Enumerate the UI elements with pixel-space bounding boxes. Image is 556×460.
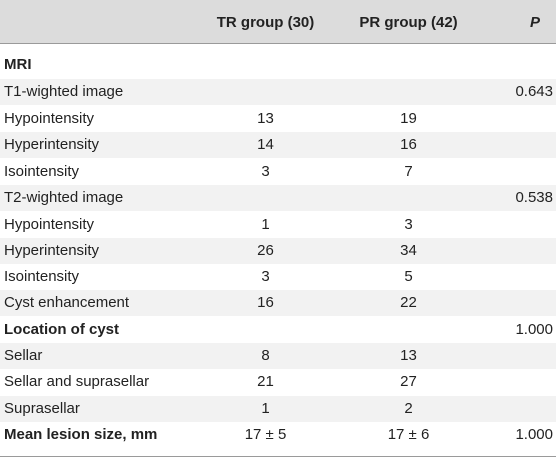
row-label: Hyperintensity <box>4 136 100 153</box>
row-pr-value: 22 <box>400 294 417 311</box>
table-row: Hypointensity 1 3 <box>0 212 556 238</box>
row-label: Sellar <box>4 347 43 364</box>
row-pr-value: 16 <box>400 136 417 153</box>
table-row: Isointensity 3 5 <box>0 264 556 290</box>
row-tr-value: 26 <box>257 242 274 259</box>
row-pr-value <box>342 52 475 78</box>
header-pr-group: PR group (42) <box>359 14 458 31</box>
row-label: T2-wighted image <box>4 189 124 206</box>
row-label: Hypointensity <box>4 216 95 233</box>
row-label: MRI <box>4 56 32 73</box>
row-p-value: 1.000 <box>515 426 553 443</box>
table-row: Hyperintensity 14 16 <box>0 132 556 158</box>
table-row: Sellar 8 13 <box>0 343 556 369</box>
table-bottom-rule <box>0 456 556 457</box>
row-pr-value: 34 <box>400 242 417 259</box>
table-row: Hyperintensity 26 34 <box>0 238 556 264</box>
table-row: Isointensity 3 7 <box>0 159 556 185</box>
row-label: Cyst enhancement <box>4 294 130 311</box>
row-pr-value: 19 <box>400 110 417 127</box>
table-row: Hypointensity 13 19 <box>0 106 556 132</box>
row-pr-value: 7 <box>404 163 413 180</box>
row-label: T1-wighted image <box>4 83 124 100</box>
row-tr-value: 17 ± 5 <box>244 426 287 443</box>
table-row: Suprasellar 1 2 <box>0 396 556 422</box>
row-tr-value: 1 <box>261 216 270 233</box>
row-label: Location of cyst <box>4 321 120 338</box>
table-row: T2-wighted image 0.538 <box>0 185 556 211</box>
row-pr-value <box>342 317 475 343</box>
row-p-value: 1.000 <box>515 321 553 338</box>
row-tr-value: 16 <box>257 294 274 311</box>
header-tr-group: TR group (30) <box>216 14 315 31</box>
row-pr-value: 13 <box>400 347 417 364</box>
row-tr-value <box>197 185 334 211</box>
row-tr-value: 21 <box>257 373 274 390</box>
row-tr-value: 13 <box>257 110 274 127</box>
row-label: Mean lesion size, mm <box>4 426 158 443</box>
row-label: Hypointensity <box>4 110 95 127</box>
row-label: Hyperintensity <box>4 242 100 259</box>
table-row: Sellar and suprasellar 21 27 <box>0 369 556 395</box>
table-row: Cyst enhancement 16 22 <box>0 290 556 316</box>
row-tr-value <box>197 317 334 343</box>
table-row: Location of cyst 1.000 <box>0 317 556 343</box>
row-pr-value <box>342 79 475 105</box>
row-tr-value <box>197 79 334 105</box>
row-pr-value: 17 ± 6 <box>387 426 430 443</box>
table-header: TR group (30) PR group (42) P <box>0 0 556 44</box>
row-label: Suprasellar <box>4 400 80 417</box>
row-tr-value: 14 <box>257 136 274 153</box>
table-row: T1-wighted image 0.643 <box>0 79 556 105</box>
row-tr-value: 1 <box>261 400 270 417</box>
row-tr-value: 3 <box>261 268 270 285</box>
row-p-value: 0.538 <box>515 189 553 206</box>
row-label: Isointensity <box>4 163 80 180</box>
row-tr-value <box>197 52 334 78</box>
row-tr-value: 3 <box>261 163 270 180</box>
row-p-value: 0.643 <box>515 83 553 100</box>
row-label: Sellar and suprasellar <box>4 373 150 390</box>
row-tr-value: 8 <box>261 347 270 364</box>
table-row: Mean lesion size, mm 17 ± 5 17 ± 6 1.000 <box>0 422 556 448</box>
row-pr-value: 3 <box>404 216 413 233</box>
header-divider <box>0 43 556 44</box>
row-pr-value: 2 <box>404 400 413 417</box>
table-row: MRI <box>0 52 556 78</box>
row-pr-value <box>342 185 475 211</box>
header-p-value: P <box>529 14 540 31</box>
row-label: Isointensity <box>4 268 80 285</box>
row-pr-value: 27 <box>400 373 417 390</box>
row-pr-value: 5 <box>404 268 413 285</box>
